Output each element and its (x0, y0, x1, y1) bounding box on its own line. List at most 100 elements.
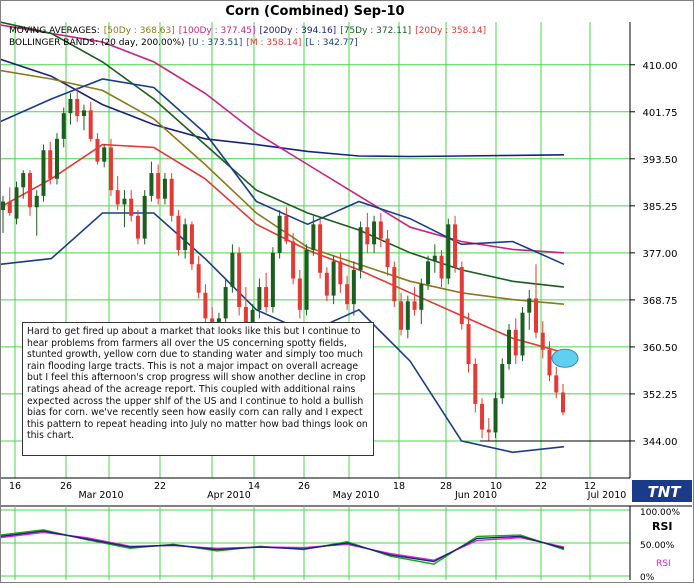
candle-body (338, 261, 343, 285)
y-tick-label: 393.50 (643, 155, 678, 166)
candle-body (61, 113, 66, 139)
candle-body (507, 329, 512, 364)
candle-body (142, 195, 147, 239)
candle-body (540, 332, 545, 350)
candle-body (412, 301, 417, 310)
x-day-label: 22 (535, 481, 547, 492)
candle-body (257, 287, 262, 310)
ma-line-20dy (0, 143, 565, 354)
candle-body (203, 292, 208, 319)
candle-body (372, 221, 377, 245)
legend-bb-entry: [M : 358.14] (246, 38, 301, 48)
candle-body (554, 375, 559, 393)
candle-body (270, 252, 275, 307)
candle-body (480, 403, 485, 430)
x-month-label: May 2010 (333, 490, 380, 501)
candle-body (466, 324, 471, 364)
candle-body (162, 178, 167, 199)
candle-body (88, 110, 93, 139)
rsi-tick-label: 0% (640, 573, 655, 583)
rsi-label: RSI (652, 520, 673, 533)
candle-body (41, 150, 46, 196)
candle-body (291, 241, 296, 279)
candle-body (223, 287, 228, 319)
x-day-label: 28 (440, 481, 452, 492)
candle-body (378, 221, 383, 239)
x-day-label: 22 (154, 481, 166, 492)
candle-body (54, 138, 59, 179)
candle-body (277, 215, 282, 253)
candle-body (34, 195, 39, 208)
candle-body (561, 392, 565, 413)
rsi-legend-label: RSI (656, 559, 671, 569)
y-tick-label: 368.75 (643, 296, 678, 307)
highlight-ellipse (551, 348, 579, 368)
candle-body (176, 215, 181, 250)
chart-title: Corn (Combined) Sep-10 (225, 4, 404, 19)
y-tick-label: 377.00 (643, 249, 678, 260)
x-month-label: Jul 2010 (587, 490, 627, 501)
candle-body (385, 238, 390, 268)
x-day-label: 10 (490, 481, 502, 492)
candle-body (439, 255, 444, 279)
candle-body (75, 98, 80, 117)
candle-body (21, 173, 26, 188)
ma-line-bb-u (0, 78, 565, 266)
x-day-label: 26 (60, 481, 72, 492)
candle-body (446, 224, 451, 279)
candle-body (7, 201, 12, 213)
y-tick-label: 385.25 (643, 202, 678, 213)
candle-body (392, 267, 397, 302)
candle-body (156, 173, 161, 199)
candle-body (183, 224, 188, 250)
x-month-label: Mar 2010 (78, 490, 123, 501)
candle-body (135, 215, 140, 239)
y-tick-label: 360.50 (643, 343, 678, 354)
candle-body (453, 224, 458, 268)
candle-body (365, 227, 370, 245)
logo-box (632, 480, 692, 502)
x-day-label: 16 (9, 481, 21, 492)
x-day-label: 12 (584, 481, 596, 492)
rsi-tick-label: 100.00% (640, 508, 680, 518)
candle-body (318, 224, 323, 273)
candle-body (324, 272, 329, 296)
candle-body (331, 261, 336, 296)
candle-body (358, 227, 363, 270)
candle-body (304, 250, 309, 310)
candle-body (486, 429, 491, 433)
legend-ma-entry: [20Dy : 358.14] (415, 26, 486, 36)
ma-line-75dy (0, 21, 565, 288)
candle-body (264, 287, 269, 307)
commentary-box: Hard to get fired up about a market that… (22, 322, 374, 456)
candle-body (48, 150, 53, 179)
x-month-label: Apr 2010 (207, 490, 251, 501)
legend-bb-entry: [L : 342.77] (305, 38, 357, 48)
y-tick-label: 410.00 (643, 61, 678, 72)
candle-body (547, 349, 552, 376)
candle-body (95, 138, 100, 162)
candle-body (426, 261, 431, 285)
candle-body (459, 267, 464, 325)
rsi-tick-label: 50.00% (640, 541, 675, 551)
candle-body (527, 298, 532, 313)
legend-bb-entry: [U : 373.51] (189, 38, 243, 48)
candle-body (1, 201, 5, 211)
candle-body (432, 255, 437, 262)
candle-body (102, 147, 107, 162)
candle-body (189, 224, 194, 265)
candle-body (405, 301, 410, 330)
candle-body (149, 173, 154, 196)
legend-bb-label: BOLLINGER BANDS: (20 day, 200.00%) (9, 38, 185, 48)
x-day-label: 18 (393, 481, 405, 492)
candle-body (108, 147, 113, 191)
candle-body (311, 224, 316, 250)
candle-body (122, 198, 127, 205)
candle-body (129, 198, 134, 216)
legend-ma-entry: [100Dy : 377.45] (179, 26, 256, 36)
candle-body (493, 398, 498, 433)
candle-body (237, 252, 242, 307)
candle-body (399, 301, 404, 330)
candle-body (196, 264, 201, 293)
